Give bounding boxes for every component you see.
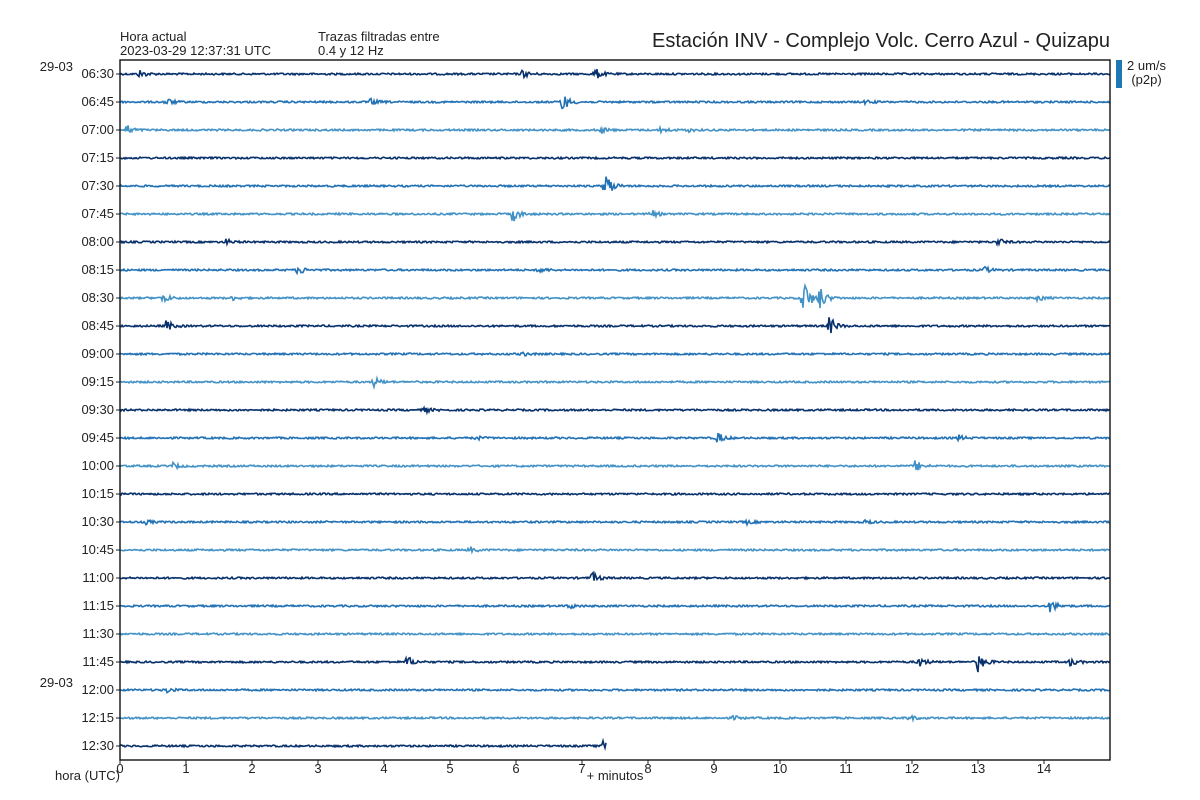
filter-info-block: Trazas filtradas entre 0.4 y 12 Hz [318, 30, 440, 58]
trace-1015 [119, 491, 1110, 497]
filter-label: Trazas filtradas entre [318, 29, 440, 44]
trace-1030 [119, 518, 1111, 528]
y-tick-label: 07:45 [81, 206, 114, 221]
y-tick-label: 12:30 [81, 738, 114, 753]
trace-0730 [119, 176, 1111, 191]
x-axis-label: + minutos [587, 768, 644, 783]
trace-0645 [119, 96, 1111, 110]
trace-0815 [119, 265, 1111, 276]
current-time-block: Hora actual 2023-03-29 12:37:31 UTC [120, 30, 271, 58]
y-tick-label: 11:30 [82, 626, 114, 641]
trace-0745 [119, 209, 1111, 222]
trace-0930 [119, 405, 1110, 416]
x-tick-label: 8 [644, 761, 651, 776]
trace-0900 [119, 351, 1111, 357]
x-tick-label: 12 [905, 761, 919, 776]
x-tick-label: 11 [839, 761, 853, 776]
trace-0700 [119, 124, 1111, 135]
amplitude-scale-value: 2 um/s [1127, 58, 1167, 73]
trace-1130 [119, 631, 1111, 637]
trace-0830 [119, 282, 1111, 309]
y-tick-label: 09:15 [81, 374, 114, 389]
y-tick-label: 10:45 [81, 542, 114, 557]
y-tick-label: 10:30 [81, 514, 114, 529]
filter-value: 0.4 y 12 Hz [318, 43, 384, 58]
trace-1045 [119, 546, 1111, 555]
date-label: 29-03 [40, 675, 73, 690]
amplitude-scale-legend: 2 um/s (p2p) [1127, 59, 1166, 87]
trace-1115 [119, 601, 1111, 613]
x-tick-label: 9 [710, 761, 717, 776]
x-tick-label: 3 [314, 761, 321, 776]
y-tick-label: 09:00 [81, 346, 114, 361]
y-axis-label: hora (UTC) [55, 768, 120, 783]
y-tick-label: 07:30 [81, 178, 114, 193]
trace-1000 [119, 460, 1111, 471]
current-time-label: Hora actual [120, 29, 187, 44]
trace-0915 [119, 375, 1111, 390]
y-tick-label: 08:30 [81, 290, 114, 305]
y-tick-label: 08:45 [81, 318, 114, 333]
x-tick-label: 5 [446, 761, 453, 776]
y-tick-label: 11:00 [82, 570, 114, 585]
y-tick-label: 10:00 [81, 458, 114, 473]
y-tick-label: 09:30 [81, 402, 114, 417]
x-tick-label: 6 [512, 761, 519, 776]
trace-1100 [119, 570, 1111, 582]
y-tick-label: 07:00 [81, 122, 114, 137]
trace-1215 [119, 714, 1111, 723]
trace-0630 [119, 68, 1111, 80]
amplitude-scale-bar [1116, 60, 1122, 88]
current-time-value: 2023-03-29 12:37:31 UTC [120, 43, 272, 58]
trace-1200 [119, 687, 1111, 694]
x-tick-label: 2 [248, 761, 255, 776]
y-tick-label: 11:45 [82, 654, 114, 669]
trace-1230 [119, 737, 607, 752]
y-tick-label: 08:15 [81, 262, 114, 277]
trace-1145 [119, 655, 1111, 673]
y-tick-label: 09:45 [81, 430, 114, 445]
y-tick-label: 11:15 [82, 598, 114, 613]
chart-title: Estación INV - Complejo Volc. Cerro Azul… [652, 30, 1110, 52]
amplitude-scale-mode: (p2p) [1131, 72, 1162, 87]
y-tick-label: 10:15 [81, 486, 114, 501]
y-tick-label: 06:45 [81, 94, 114, 109]
y-tick-label: 12:00 [81, 682, 114, 697]
trace-0845 [119, 317, 1111, 334]
x-tick-label: 7 [578, 761, 585, 776]
plot-frame [119, 59, 1111, 761]
y-tick-label: 07:15 [81, 150, 114, 165]
x-tick-label: 13 [971, 761, 985, 776]
trace-0945 [119, 432, 1111, 443]
x-tick-label: 0 [116, 761, 123, 776]
x-tick-label: 1 [182, 761, 189, 776]
x-tick-label: 14 [1037, 761, 1051, 776]
trace-0800 [119, 237, 1111, 247]
trace-0715 [119, 155, 1110, 161]
y-tick-label: 06:30 [81, 66, 114, 81]
y-tick-label: 12:15 [81, 710, 114, 725]
date-label: 29-03 [40, 59, 73, 74]
x-tick-label: 10 [773, 761, 787, 776]
y-tick-label: 08:00 [81, 234, 114, 249]
x-tick-label: 4 [380, 761, 387, 776]
